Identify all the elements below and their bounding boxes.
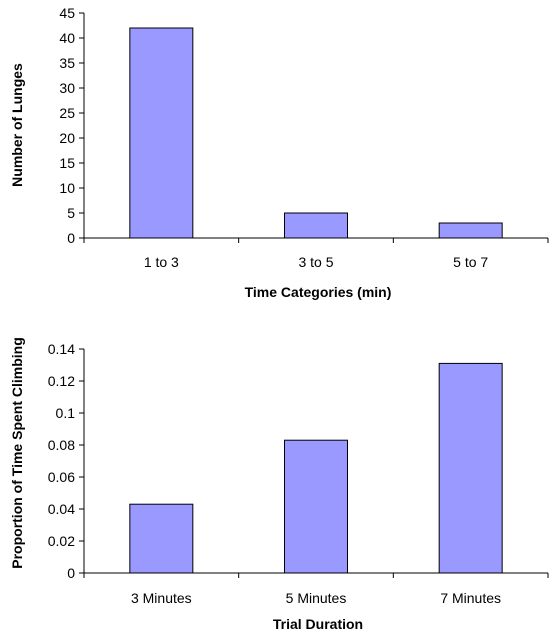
chart-2-xlabel: Trial Duration bbox=[273, 616, 363, 632]
y-tick-label-2-3: 0.04 bbox=[48, 501, 75, 517]
x-tick-label-1-1: 1 to 3 bbox=[144, 254, 179, 270]
x-tick-label-2-2: 5 Minutes bbox=[286, 590, 347, 606]
y-tick-label-1-10: 45 bbox=[59, 5, 75, 21]
y-tick-label-2-8: 0.14 bbox=[48, 341, 75, 357]
y-tick-label-1-8: 35 bbox=[59, 55, 75, 71]
chart-1-ylabel: Number of Lunges bbox=[9, 63, 25, 187]
y-tick-label-1-2: 5 bbox=[67, 205, 75, 221]
chart-1-xlabel: Time Categories (min) bbox=[245, 284, 392, 300]
bar-2-2 bbox=[284, 439, 348, 574]
y-tick-label-2-7: 0.12 bbox=[48, 373, 75, 389]
x-tick-label-1-3: 5 to 7 bbox=[453, 254, 488, 270]
y-tick-label-2-1: 0 bbox=[67, 565, 75, 581]
bar-1-2 bbox=[284, 212, 348, 239]
y-tick-label-2-5: 0.08 bbox=[48, 437, 75, 453]
bar-1-1 bbox=[129, 27, 194, 239]
y-tick-label-1-5: 20 bbox=[59, 130, 75, 146]
y-tick-label-1-6: 25 bbox=[59, 105, 75, 121]
bar-2-3 bbox=[438, 362, 503, 574]
y-tick-label-1-9: 40 bbox=[59, 30, 75, 46]
x-tick-label-2-1: 3 Minutes bbox=[131, 590, 192, 606]
bar-2-1 bbox=[129, 503, 194, 574]
y-tick-label-1-4: 15 bbox=[59, 155, 75, 171]
x-tick-label-2-3: 7 Minutes bbox=[440, 590, 501, 606]
x-tick-label-1-2: 3 to 5 bbox=[298, 254, 333, 270]
y-tick-label-2-6: 0.1 bbox=[56, 405, 76, 421]
y-tick-label-2-4: 0.06 bbox=[48, 469, 75, 485]
lunges-chart: Number of Lunges Time Categories (min) 0… bbox=[9, 5, 549, 300]
chart-2-ylabel: Proportion of Time Spent Climbing bbox=[9, 337, 25, 569]
y-tick-label-1-1: 0 bbox=[67, 230, 75, 246]
bar-1-3 bbox=[438, 222, 503, 239]
climbing-chart: Proportion of Time Spent Climbing Trial … bbox=[9, 337, 549, 632]
y-tick-label-1-7: 30 bbox=[59, 80, 75, 96]
y-tick-label-2-2: 0.02 bbox=[48, 533, 75, 549]
y-tick-label-1-3: 10 bbox=[59, 180, 75, 196]
